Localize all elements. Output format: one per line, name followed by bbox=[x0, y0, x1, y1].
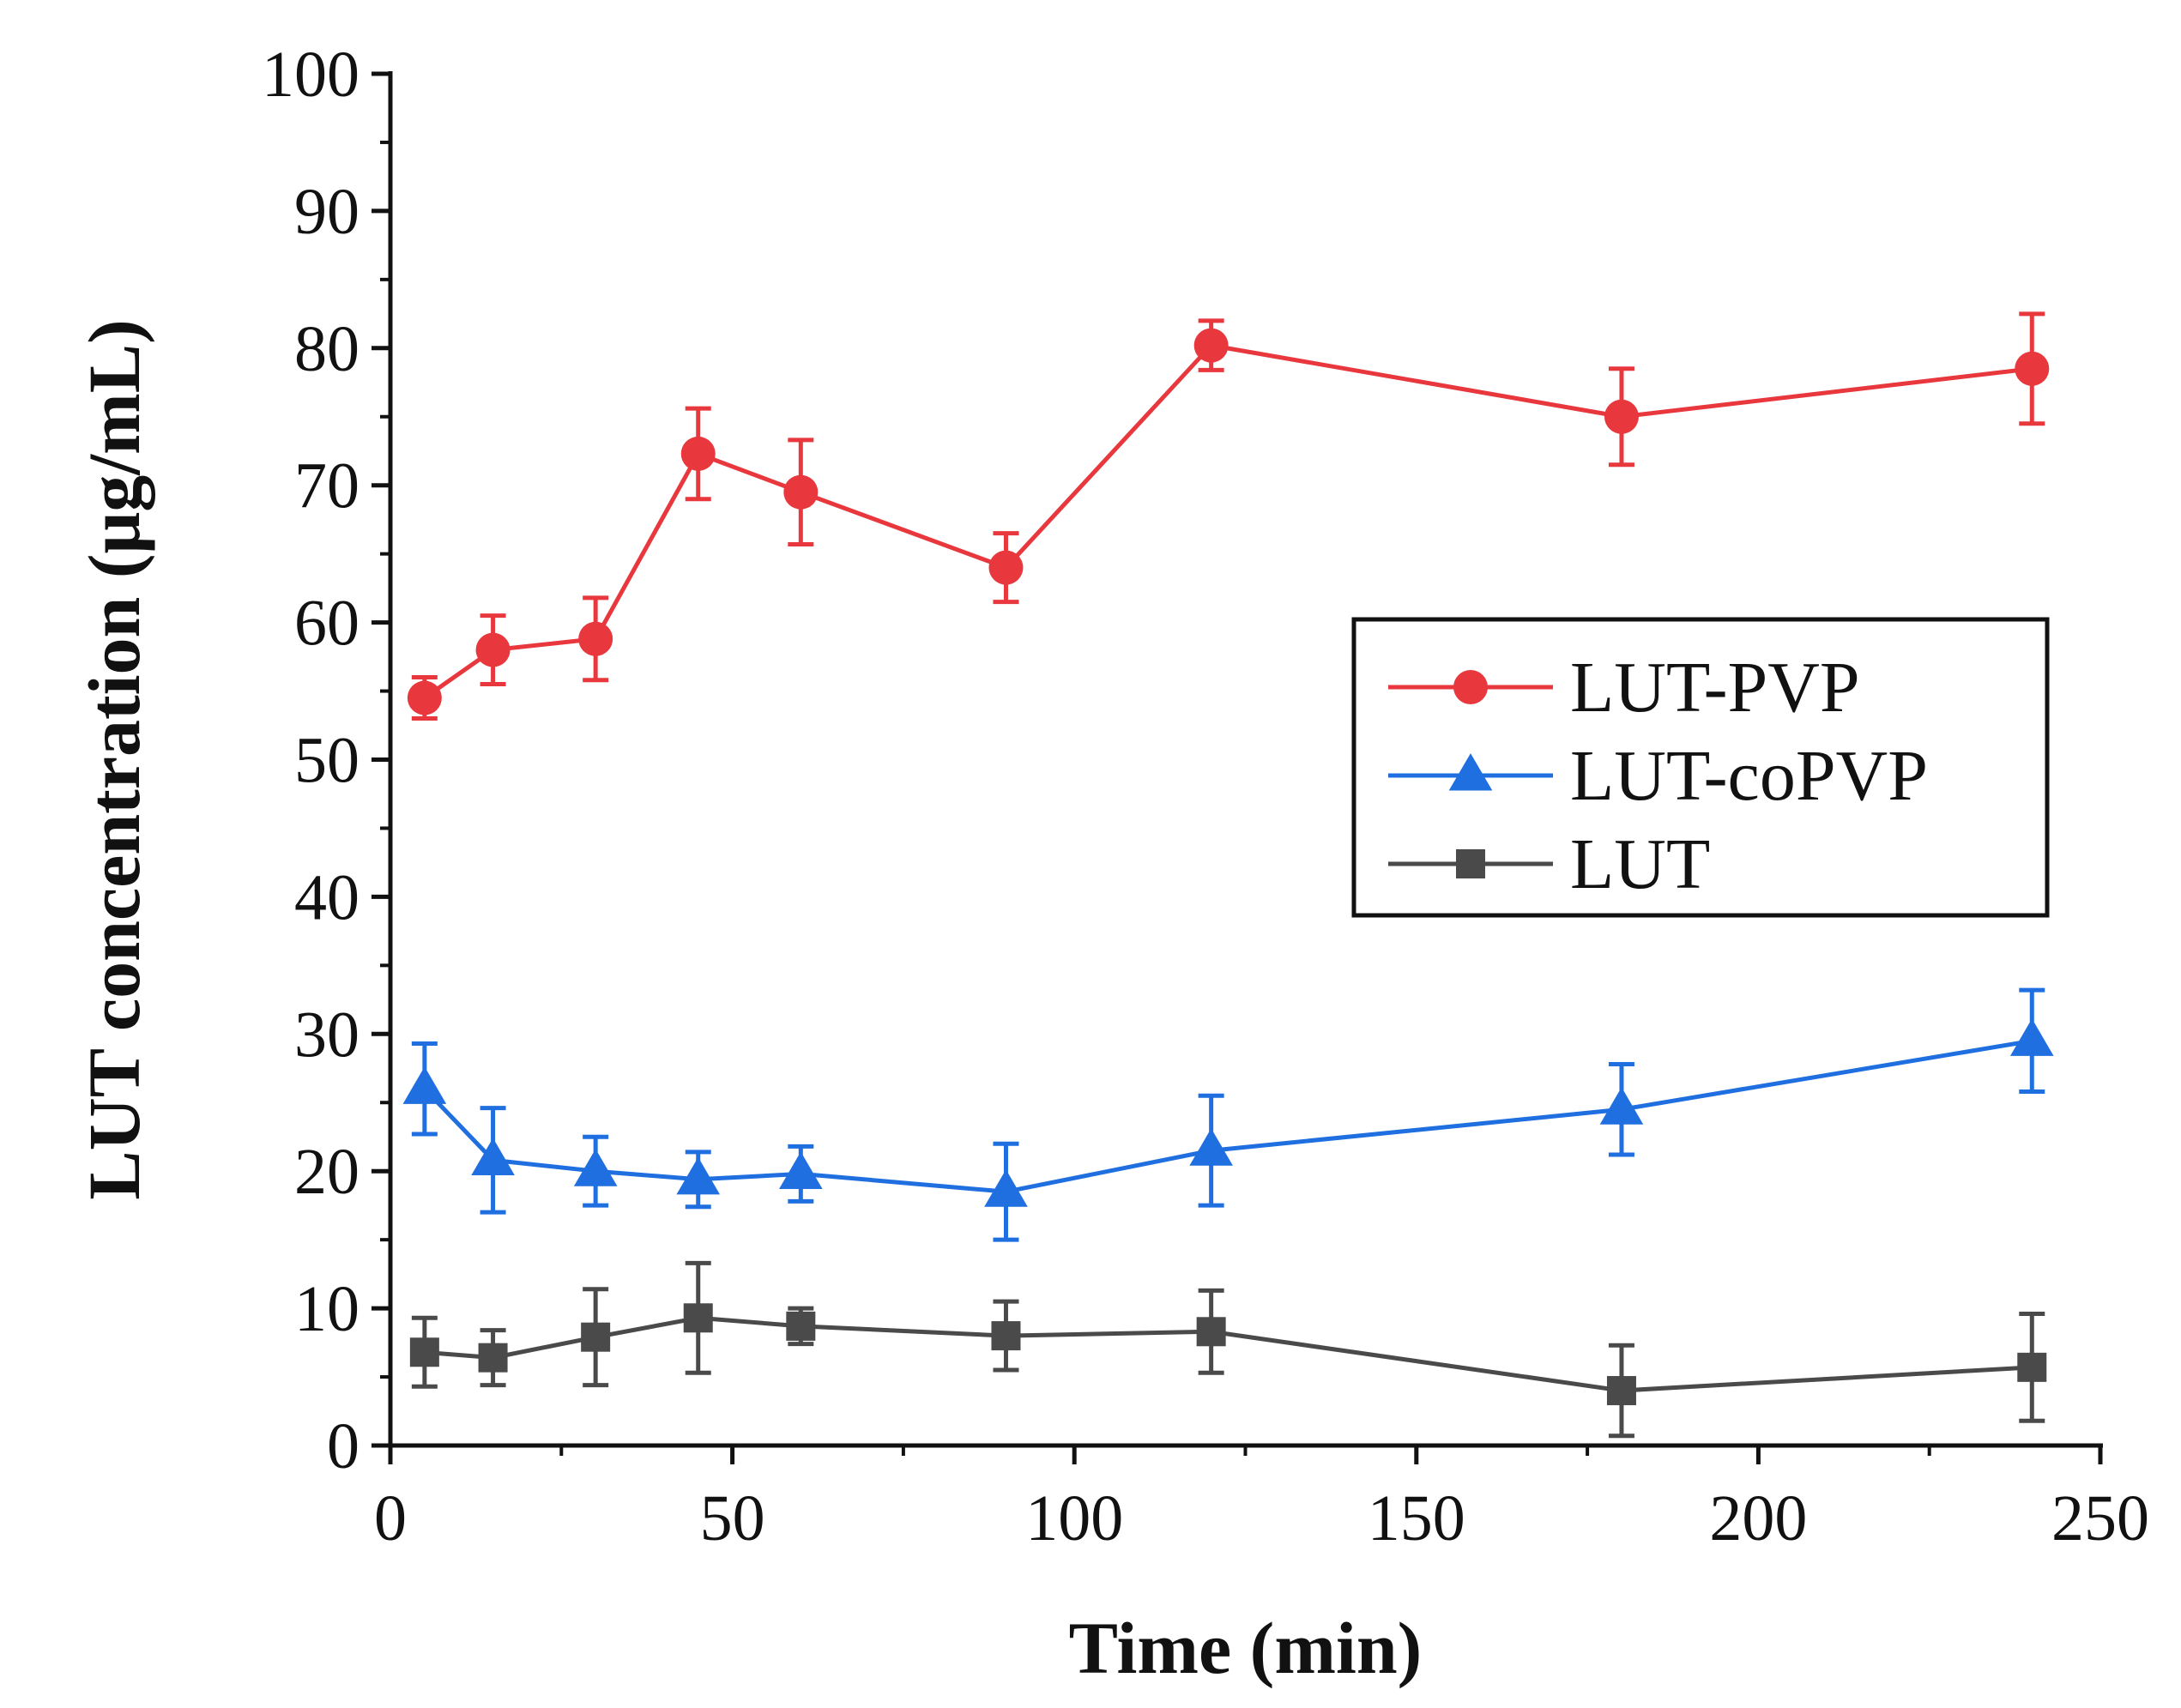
legend-label: LUT bbox=[1570, 824, 1710, 904]
y-tick-label: 100 bbox=[262, 39, 359, 111]
y-tick-label: 10 bbox=[294, 1273, 359, 1345]
data-point bbox=[683, 1303, 713, 1333]
x-tick-label: 250 bbox=[2051, 1482, 2149, 1554]
y-tick-label: 70 bbox=[294, 450, 359, 522]
x-axis-title: Time (min) bbox=[1069, 1607, 1423, 1689]
y-tick-label: 60 bbox=[294, 588, 359, 660]
data-point bbox=[471, 1138, 515, 1175]
data-point bbox=[1193, 328, 1229, 363]
data-point bbox=[1606, 1376, 1636, 1406]
data-point bbox=[680, 436, 716, 471]
data-point bbox=[1189, 1128, 1233, 1166]
series-lut bbox=[409, 1260, 2047, 1439]
y-tick-label: 30 bbox=[294, 999, 359, 1071]
legend-marker bbox=[1448, 753, 1493, 791]
plot-area bbox=[402, 311, 2054, 1439]
data-point bbox=[2015, 351, 2050, 386]
legend-item-lut-copvp: LUT-coPVP bbox=[1388, 736, 1928, 816]
y-axis-title: LUT concentration (μg/mL) bbox=[73, 319, 155, 1200]
data-point bbox=[407, 680, 442, 715]
x-tick-label: 50 bbox=[700, 1482, 765, 1554]
series-lut-copvp bbox=[402, 987, 2054, 1242]
data-point bbox=[1604, 399, 1639, 434]
legend-label: LUT-coPVP bbox=[1570, 736, 1928, 816]
data-point bbox=[409, 1337, 439, 1367]
ticks: 0 10 20 30 40 50 60 70 80 90 100 0 50 100 150 200 250 bbox=[262, 39, 2149, 1554]
data-point bbox=[402, 1066, 447, 1104]
series-line bbox=[423, 1038, 2033, 1194]
series-lut-pvp bbox=[407, 311, 2050, 721]
data-point bbox=[783, 474, 819, 510]
data-point bbox=[581, 1322, 611, 1352]
x-tick-label: 150 bbox=[1368, 1482, 1465, 1554]
data-point bbox=[786, 1311, 816, 1341]
data-point bbox=[578, 621, 613, 656]
data-point bbox=[2017, 1352, 2047, 1382]
data-point bbox=[475, 632, 511, 667]
data-point bbox=[478, 1343, 508, 1373]
x-tick-label: 0 bbox=[374, 1482, 407, 1554]
y-tick-label: 40 bbox=[294, 861, 359, 933]
legend-item-lut-pvp: LUT-PVP bbox=[1388, 648, 1860, 727]
y-tick-label: 20 bbox=[294, 1136, 359, 1208]
data-point bbox=[988, 550, 1024, 585]
y-tick-label: 0 bbox=[327, 1410, 359, 1482]
y-tick-label: 50 bbox=[294, 725, 359, 797]
data-point bbox=[676, 1156, 721, 1195]
data-point bbox=[984, 1169, 1028, 1207]
y-tick-label: 90 bbox=[294, 176, 359, 248]
data-point bbox=[573, 1149, 618, 1186]
legend-item-lut: LUT bbox=[1388, 824, 1710, 904]
legend-marker bbox=[1453, 670, 1488, 704]
data-point bbox=[991, 1321, 1021, 1351]
data-point bbox=[1196, 1317, 1226, 1347]
axis-titles: Time (min) LUT concentration (μg/mL) bbox=[73, 319, 1422, 1689]
data-point bbox=[2009, 1018, 2054, 1056]
data-point bbox=[1599, 1087, 1644, 1125]
legend-marker bbox=[1456, 849, 1485, 878]
x-tick-label: 100 bbox=[1025, 1482, 1123, 1554]
series-line bbox=[424, 1315, 2033, 1393]
legend-label: LUT-PVP bbox=[1570, 648, 1860, 727]
x-tick-label: 200 bbox=[1709, 1482, 1807, 1554]
data-point bbox=[779, 1151, 823, 1189]
y-tick-label: 80 bbox=[294, 313, 359, 385]
